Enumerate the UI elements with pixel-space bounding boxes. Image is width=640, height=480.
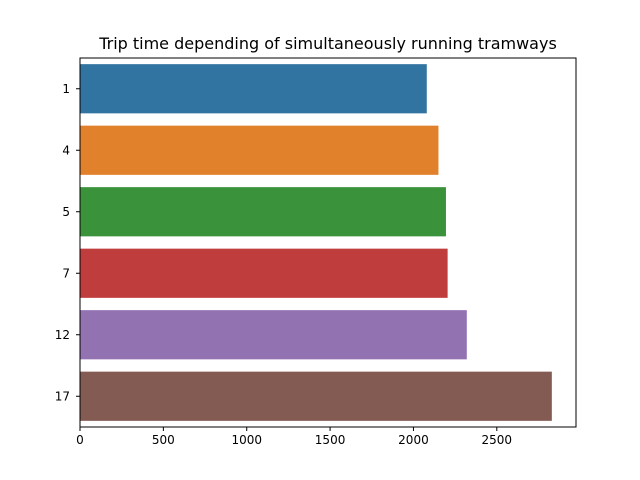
x-tick-label-500: 500 <box>152 433 175 447</box>
bar-4 <box>80 125 439 175</box>
x-tick-label-1000: 1000 <box>231 433 262 447</box>
chart-title: Trip time depending of simultaneously ru… <box>98 34 557 53</box>
axes-group: 1 4 5 7 12 17 0 500 1000 1500 2000 2500 <box>55 57 577 447</box>
bar-5 <box>80 187 446 237</box>
x-tick-label-2000: 2000 <box>398 433 429 447</box>
y-tick-label-12: 12 <box>55 328 70 342</box>
bar-7 <box>80 248 448 298</box>
bar-12 <box>80 310 467 360</box>
plot-frame <box>79 57 577 428</box>
y-tick-label-1: 1 <box>62 82 70 96</box>
x-tick-label-1500: 1500 <box>315 433 346 447</box>
bars-group <box>80 64 552 421</box>
x-tick-label-0: 0 <box>76 433 84 447</box>
x-tick-label-2500: 2500 <box>482 433 513 447</box>
y-tick-label-7: 7 <box>62 266 70 280</box>
y-tick-label-4: 4 <box>62 143 70 157</box>
bar-1 <box>80 64 427 114</box>
bar-17 <box>80 371 552 421</box>
y-tick-label-17: 17 <box>55 389 70 403</box>
y-tick-label-5: 5 <box>62 205 70 219</box>
